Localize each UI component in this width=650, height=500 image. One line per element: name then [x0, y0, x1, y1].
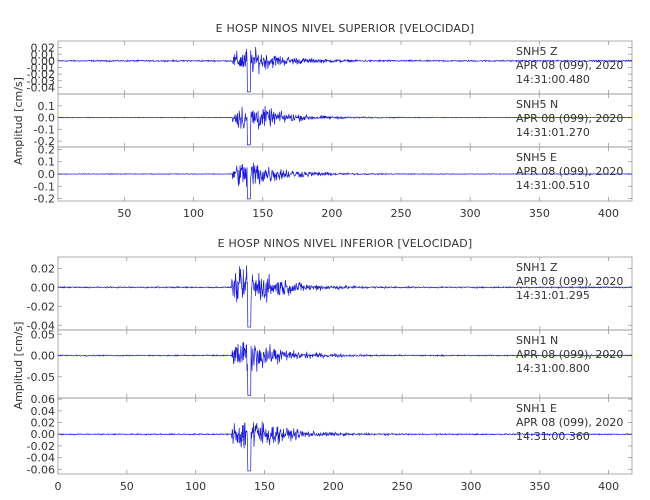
y-tick-label: 0.06	[31, 393, 56, 406]
y-tick-label: -0.05	[27, 371, 55, 384]
waveform-line	[57, 162, 632, 200]
x-tick-label: 150	[252, 207, 273, 220]
trace-date: APR 08 (099), 2020	[516, 59, 623, 72]
y-tick-label: 0.00	[31, 55, 56, 68]
waveform-line	[57, 47, 633, 93]
station-component-label: SNH1 Z	[516, 261, 558, 274]
station-component-label: SNH5 Z	[516, 45, 558, 58]
y-tick-label: -0.02	[27, 440, 55, 453]
y-tick-label: -0.06	[27, 463, 55, 476]
trace-time: 14:31:01.270	[516, 126, 590, 139]
y-tick-label: 0.04	[31, 405, 56, 418]
trace-date: APR 08 (099), 2020	[516, 275, 623, 288]
trace-date: APR 08 (099), 2020	[516, 416, 623, 429]
panel-frame	[57, 397, 633, 475]
chart-group-1: E HOSP NINOS NIVEL SUPERIOR [VELOCIDAD] A…	[12, 22, 633, 220]
chart-title: E HOSP NINOS NIVEL INFERIOR [VELOCIDAD]	[218, 237, 473, 250]
y-tick-label: -0.04	[27, 452, 55, 465]
y-tick-label: 0.05	[31, 328, 56, 341]
station-component-label: SNH1 E	[516, 402, 557, 415]
y-tick-label: 0.2	[38, 143, 56, 156]
y-tick-label: -0.2	[34, 135, 55, 148]
y-tick-label: 0.02	[31, 42, 56, 55]
trace-date: APR 08 (099), 2020	[516, 112, 623, 125]
y-axis-label: Amplitud [cm/s]	[12, 77, 25, 165]
trace-time: 14:31:00.510	[516, 179, 590, 192]
x-tick-label: 0	[55, 480, 62, 493]
waveform-line	[57, 421, 633, 472]
station-component-label: SNH5 E	[516, 151, 557, 164]
y-tick-label: 0.02	[31, 262, 56, 275]
station-component-label: SNH5 N	[516, 98, 558, 111]
x-tick-label: 50	[117, 207, 131, 220]
trace-time: 14:31:01.295	[516, 289, 590, 302]
waveform-line	[57, 265, 633, 328]
x-tick-label: 350	[529, 207, 550, 220]
x-tick-label: 100	[185, 480, 206, 493]
x-tick-label: 50	[120, 480, 134, 493]
trace-date: APR 08 (099), 2020	[516, 348, 623, 361]
y-tick-label: 0.00	[31, 428, 56, 441]
y-tick-label: -0.1	[34, 123, 55, 136]
x-tick-label: 100	[183, 207, 204, 220]
y-tick-label: -0.02	[27, 300, 55, 313]
chart-group-2: E HOSP NINOS NIVEL INFERIOR [VELOCIDAD] A…	[12, 237, 633, 493]
y-tick-label: 0.1	[38, 100, 56, 113]
x-tick-label: 300	[460, 480, 481, 493]
y-tick-label: 0.00	[31, 281, 56, 294]
trace-panel-snh5-z: 0.020.010.00-0.01-0.02-0.03-0.04 SNH5 ZAP…	[27, 40, 633, 95]
y-tick-label: -0.01	[27, 62, 55, 75]
y-tick-label: 0.0	[38, 168, 56, 181]
x-tick-label: 200	[321, 207, 342, 220]
trace-panel-snh1-e: 0.060.040.020.00-0.02-0.04-0.06 SNH1 EAPR…	[27, 393, 633, 476]
x-tick-label: 200	[323, 480, 344, 493]
y-tick-label: 0.0	[38, 112, 56, 125]
x-tick-label: 150	[254, 480, 275, 493]
y-tick-label: -0.2	[34, 193, 55, 206]
x-tick-label: 350	[529, 480, 550, 493]
y-tick-label: -0.02	[27, 68, 55, 81]
y-tick-label: -0.03	[27, 75, 55, 88]
waveform-line	[57, 342, 633, 396]
y-tick-label: 0.02	[31, 417, 56, 430]
y-tick-label: -0.04	[27, 319, 55, 332]
y-tick-label: 0.1	[38, 156, 56, 169]
trace-time: 14:31:00.360	[516, 430, 590, 443]
y-axis-label: Amplitud [cm/s]	[12, 322, 25, 410]
y-tick-label: 0.00	[31, 350, 56, 363]
chart-title: E HOSP NINOS NIVEL SUPERIOR [VELOCIDAD]	[216, 22, 475, 35]
y-tick-label: 0.01	[31, 48, 56, 61]
y-tick-label: -0.04	[27, 81, 55, 94]
x-tick-label: 250	[391, 207, 412, 220]
station-component-label: SNH1 N	[516, 334, 558, 347]
x-tick-label: 250	[392, 480, 413, 493]
x-tick-label: 400	[598, 480, 619, 493]
trace-time: 14:31:00.480	[516, 73, 590, 86]
x-tick-label: 400	[598, 207, 619, 220]
waveform-line	[57, 105, 633, 146]
y-tick-label: -0.1	[34, 180, 55, 193]
x-tick-label: 300	[460, 207, 481, 220]
trace-date: APR 08 (099), 2020	[516, 165, 623, 178]
trace-time: 14:31:00.800	[516, 362, 590, 375]
